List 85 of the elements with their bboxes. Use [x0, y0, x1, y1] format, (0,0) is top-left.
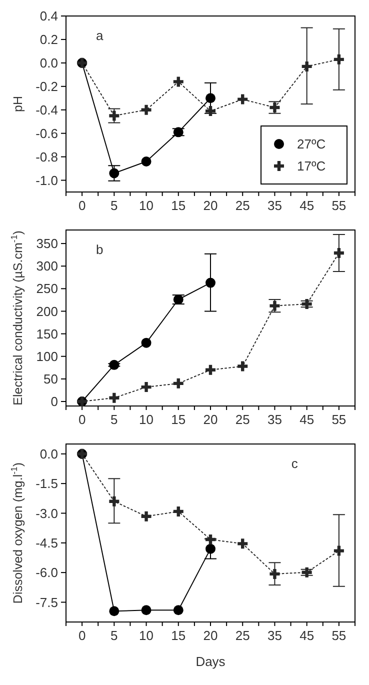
y-tick-label: -1.0 [36, 172, 58, 188]
y-tick-label: 200 [36, 304, 58, 319]
y-tick-label: 0.4 [40, 8, 58, 24]
x-tick-label: 20 [203, 628, 218, 643]
point [300, 566, 314, 579]
y-tick-label: 0 [50, 394, 58, 410]
y-tick-label: -6.0 [36, 565, 58, 580]
point [141, 605, 152, 616]
point [332, 246, 346, 260]
point [204, 104, 218, 118]
point [236, 360, 250, 373]
x-tick-label: 35 [267, 198, 282, 213]
point [141, 338, 152, 348]
y-tick-label: -0.6 [36, 126, 58, 141]
y-tick-label: -7.5 [36, 594, 58, 610]
x-tick-label: 45 [300, 628, 314, 643]
point [268, 567, 282, 581]
x-tick-label: 15 [171, 198, 186, 213]
y-tick-label: -0.2 [36, 78, 58, 94]
x-tick-label: 35 [267, 628, 282, 643]
x-tick-label: 10 [139, 412, 154, 427]
point [172, 75, 185, 88]
point [206, 93, 216, 104]
y-tick-label: 300 [36, 258, 58, 274]
x-tick-label: 0 [78, 628, 86, 643]
point [300, 60, 314, 74]
point [204, 363, 218, 376]
x-tick-label: 45 [300, 198, 314, 213]
x-tick-label: 25 [235, 412, 250, 427]
y-tick-label: -1.5 [36, 476, 58, 492]
point [108, 494, 121, 508]
y-tick-label: -4.5 [36, 535, 58, 550]
x-tick-label: 45 [300, 412, 314, 427]
point [236, 92, 250, 106]
point [140, 510, 153, 523]
y-tick-label: -3.0 [36, 506, 58, 521]
x-tick-label: 20 [203, 412, 218, 427]
point [332, 544, 346, 558]
x-tick-label: 55 [332, 198, 346, 213]
x-tick-label: 5 [110, 412, 118, 427]
point [108, 391, 121, 404]
y-tick-label: 100 [36, 348, 58, 364]
point [172, 376, 185, 390]
x-tick-label: 10 [139, 198, 154, 213]
y-tick-label: 0.0 [40, 446, 58, 462]
x-tick-label: 5 [110, 198, 118, 213]
y-tick-label: 0.0 [40, 55, 58, 70]
x-tick-label: 55 [332, 628, 346, 643]
x-axis-title: Days [196, 654, 226, 669]
x-tick-label: 10 [139, 628, 154, 643]
x-tick-label: 5 [110, 628, 118, 643]
x-tick-label: 15 [171, 412, 186, 427]
point [173, 605, 184, 616]
annotation: a [96, 28, 104, 43]
point [204, 532, 218, 546]
point [300, 297, 314, 311]
x-tick-label: 0 [78, 198, 86, 213]
x-tick-label: 0 [78, 412, 86, 427]
x-tick-label: 35 [267, 412, 282, 427]
x-tick-label: 20 [203, 198, 218, 213]
y-tick-label: 50 [44, 371, 58, 386]
legend-label: 27ºC [297, 136, 326, 152]
y-tick-label: 0.2 [40, 32, 58, 48]
point [109, 360, 120, 370]
y-tick-label: -0.4 [36, 102, 58, 118]
x-tick-label: 25 [235, 198, 250, 213]
y-tick-label: -0.8 [36, 149, 58, 164]
x-tick-label: 15 [171, 628, 186, 643]
point [332, 52, 346, 66]
point [172, 504, 185, 518]
point [140, 103, 153, 116]
y-tick-label: 250 [36, 281, 58, 296]
point [206, 278, 216, 288]
x-tick-label: 55 [332, 412, 346, 427]
annotation: b [96, 242, 104, 257]
x-tick-label: 25 [235, 628, 250, 643]
point [140, 380, 153, 394]
point [109, 606, 120, 616]
point [236, 537, 250, 550]
y-tick-label: 350 [36, 236, 58, 252]
legend-label: 17ºC [297, 158, 326, 174]
annotation: c [291, 456, 298, 471]
y-tick-label: 150 [36, 326, 58, 342]
y-axis-title: pH [11, 96, 25, 112]
point [141, 156, 152, 166]
